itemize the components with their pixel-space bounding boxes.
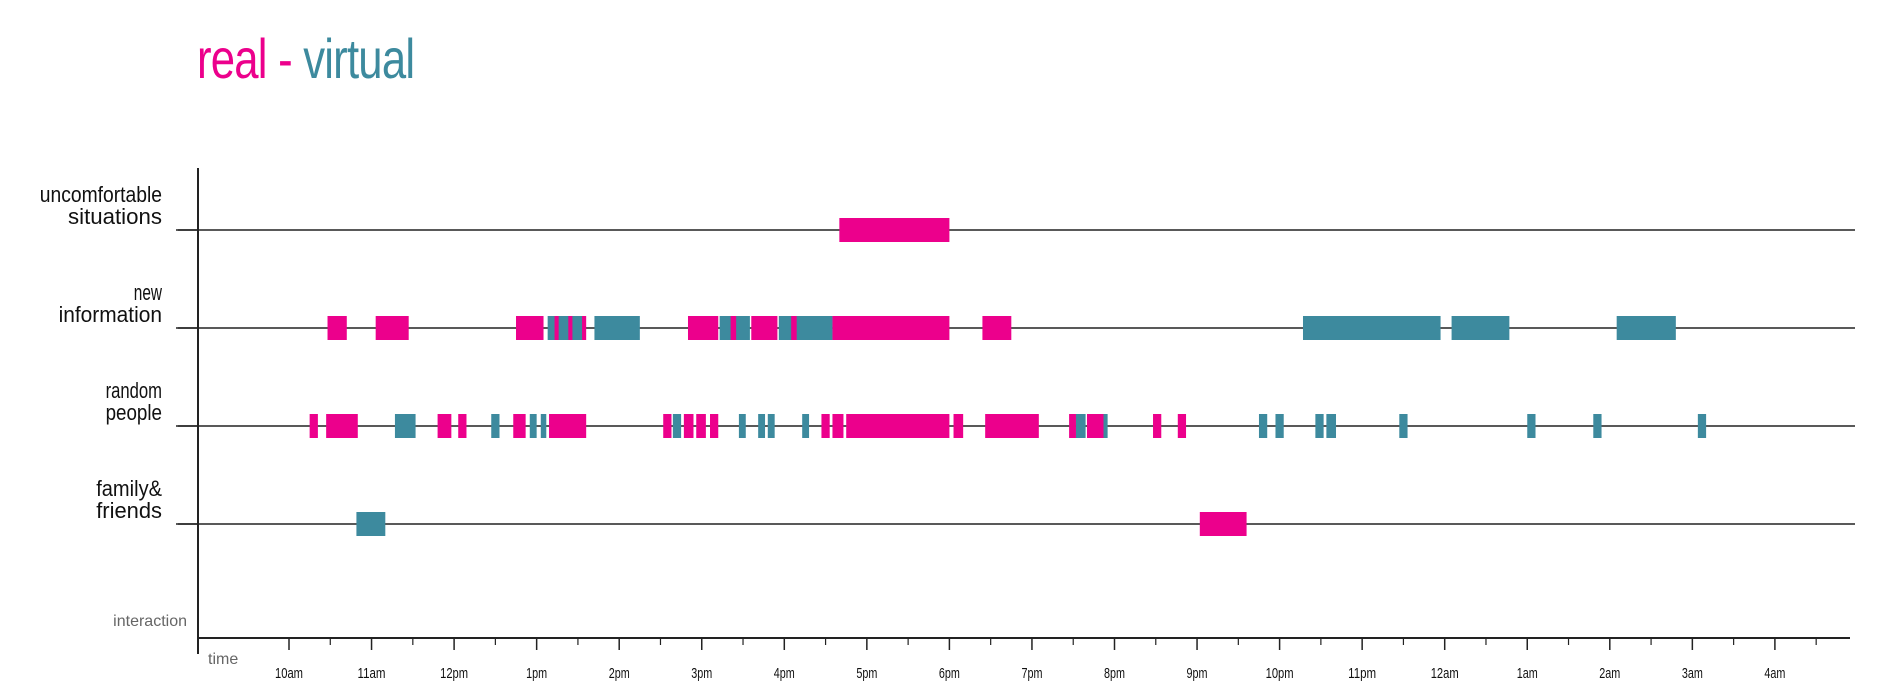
segment-real	[821, 414, 830, 438]
segment-real	[582, 316, 587, 340]
segment-real	[549, 414, 587, 438]
segment-virtual	[672, 414, 682, 438]
segment-real	[791, 316, 797, 340]
segment-real	[953, 414, 964, 438]
segment-real	[327, 316, 347, 340]
segment-virtual	[1315, 414, 1324, 438]
title-virtual: virtual	[303, 27, 415, 90]
segment-real	[730, 316, 737, 340]
x-tick-label: 4pm	[774, 665, 795, 682]
x-tick-label: 11am	[358, 665, 386, 682]
x-tick-label: 12am	[1431, 665, 1459, 682]
segment-real	[1069, 414, 1076, 438]
segment-virtual	[1075, 414, 1086, 438]
segment-real	[1153, 414, 1162, 438]
segment-virtual	[1616, 316, 1676, 340]
segment-real	[516, 316, 544, 340]
row-label: random	[106, 378, 162, 403]
x-tick-label: 7pm	[1021, 665, 1042, 682]
segment-real	[1086, 414, 1105, 438]
segment-virtual	[394, 414, 416, 438]
x-tick-label: 11pm	[1348, 665, 1376, 682]
segment-virtual	[1326, 414, 1337, 438]
x-axis-label: time	[208, 651, 238, 668]
row-label: family&	[96, 476, 162, 501]
x-tick-label: 10pm	[1266, 665, 1294, 682]
segment-real	[982, 316, 1012, 340]
segment-virtual	[1103, 414, 1108, 438]
x-tick-label: 10am	[275, 665, 303, 682]
x-tick-label: 2pm	[609, 665, 630, 682]
segment-virtual	[802, 414, 810, 438]
segment-virtual	[491, 414, 500, 438]
segment-real	[513, 414, 526, 438]
segment-virtual	[594, 316, 640, 340]
y-axis-label: interaction	[113, 613, 187, 630]
segment-virtual	[1258, 414, 1268, 438]
segment-virtual	[540, 414, 547, 438]
segment-real	[687, 316, 719, 340]
segment-virtual	[1275, 414, 1284, 438]
segment-real	[846, 414, 950, 438]
segment-real	[839, 218, 950, 242]
segment-virtual	[758, 414, 766, 438]
x-tick-label: 4am	[1764, 665, 1785, 682]
segment-virtual	[738, 414, 746, 438]
segment-real	[985, 414, 1039, 438]
segment-real	[832, 316, 950, 340]
row-label: people	[106, 400, 162, 425]
row-label: new	[134, 280, 162, 305]
segment-virtual	[1593, 414, 1602, 438]
segment-real	[375, 316, 409, 340]
segment-real	[1199, 512, 1247, 536]
segment-real	[309, 414, 318, 438]
title-real: real	[197, 27, 268, 90]
segment-real	[710, 414, 719, 438]
segment-real	[663, 414, 672, 438]
segment-real	[326, 414, 358, 438]
row-label: friends	[96, 498, 162, 523]
x-tick-label: 5pm	[856, 665, 877, 682]
row-label: uncomfortable	[40, 182, 162, 207]
x-tick-label: 1pm	[526, 665, 547, 682]
segment-virtual	[547, 316, 585, 340]
segment-real	[832, 414, 844, 438]
x-tick-label: 1am	[1517, 665, 1538, 682]
segment-real	[696, 414, 706, 438]
row-label: situations	[68, 204, 162, 229]
row-label: information	[59, 302, 162, 327]
segment-real	[437, 414, 452, 438]
segment-real	[554, 316, 559, 340]
x-tick-label: 3am	[1682, 665, 1703, 682]
title-separator: -	[266, 27, 304, 90]
segment-virtual	[1697, 414, 1707, 438]
segment-virtual	[356, 512, 386, 536]
segment-real	[751, 316, 778, 340]
segment-virtual	[529, 414, 537, 438]
x-tick-label: 6pm	[939, 665, 960, 682]
segment-real	[568, 316, 573, 340]
x-tick-label: 12pm	[440, 665, 468, 682]
segment-virtual	[778, 316, 833, 340]
segment-virtual	[1302, 316, 1441, 340]
segment-real	[458, 414, 467, 438]
x-tick-label: 3pm	[691, 665, 712, 682]
segment-real	[683, 414, 694, 438]
chart-title: real - virtual	[197, 26, 415, 91]
segment-virtual	[1399, 414, 1408, 438]
segment-virtual	[767, 414, 775, 438]
segment-virtual	[1451, 316, 1510, 340]
segment-real	[1177, 414, 1187, 438]
x-tick-label: 2am	[1599, 665, 1620, 682]
x-tick-label: 9pm	[1187, 665, 1208, 682]
segment-virtual	[1527, 414, 1536, 438]
x-tick-label: 8pm	[1104, 665, 1125, 682]
